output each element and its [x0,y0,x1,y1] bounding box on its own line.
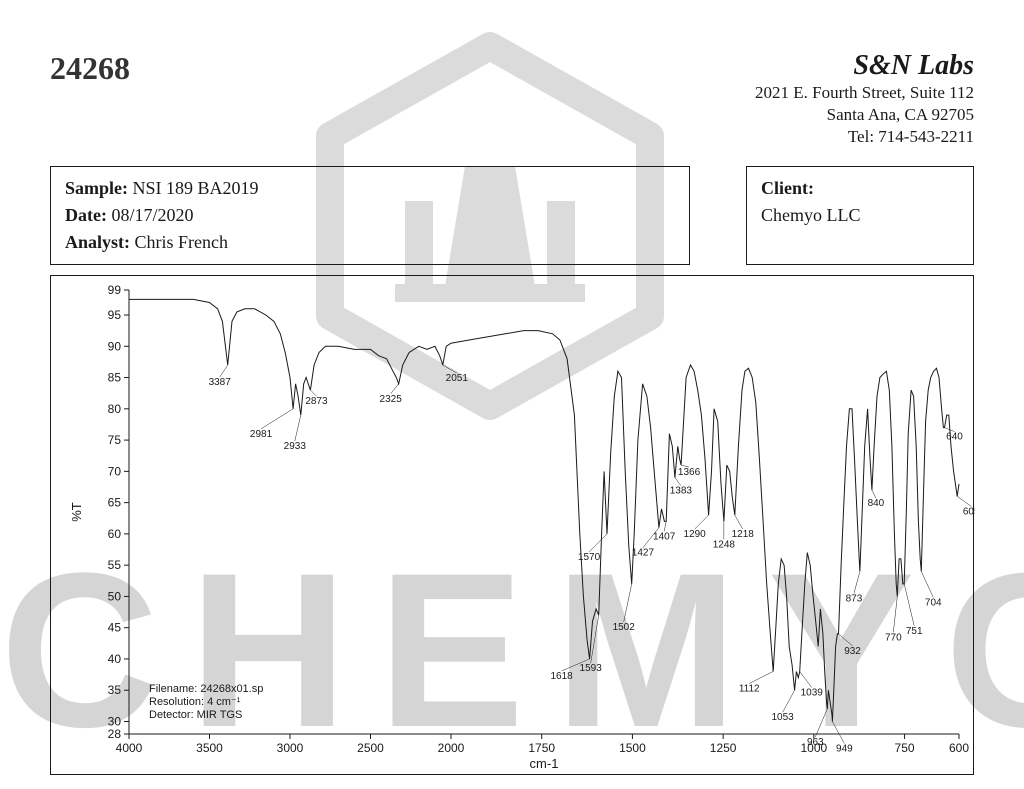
svg-text:2933: 2933 [284,441,307,452]
svg-text:2000: 2000 [438,741,465,755]
svg-text:1618: 1618 [550,671,573,682]
svg-text:1218: 1218 [732,529,755,540]
lab-addr2: Santa Ana, CA 92705 [755,104,974,126]
svg-text:40: 40 [108,652,122,666]
svg-text:50: 50 [108,590,122,604]
svg-text:1053: 1053 [772,713,795,724]
svg-text:1750: 1750 [528,741,555,755]
page-root: CHEMYO 24268 S&N Labs 2021 E. Fourth Str… [0,0,1024,789]
svg-text:75: 75 [108,433,122,447]
svg-text:1427: 1427 [632,548,655,559]
svg-text:750: 750 [895,741,915,755]
svg-text:85: 85 [108,371,122,385]
svg-text:55: 55 [108,558,122,572]
svg-text:4000: 4000 [116,741,143,755]
svg-text:60: 60 [108,527,122,541]
sample-label: Sample: [65,178,128,198]
svg-text:1290: 1290 [684,529,707,540]
svg-text:1570: 1570 [578,552,601,563]
svg-text:751: 751 [906,626,923,637]
svg-text:Resolution: 4 cm⁻¹: Resolution: 4 cm⁻¹ [149,696,241,708]
analyst-value: Chris French [135,232,229,252]
svg-text:3387: 3387 [209,377,232,388]
svg-text:95: 95 [108,308,122,322]
date-value: 08/17/2020 [111,205,193,225]
svg-text:770: 770 [885,633,902,644]
svg-text:1593: 1593 [580,663,603,674]
svg-text:640: 640 [946,432,963,443]
svg-text:35: 35 [108,684,122,698]
lab-info-block: S&N Labs 2021 E. Fourth Street, Suite 11… [755,50,974,148]
client-box: Client: Chemyo LLC [746,166,974,265]
svg-text:%T: %T [69,502,84,522]
svg-text:2981: 2981 [250,429,273,440]
date-label: Date: [65,205,107,225]
svg-text:3500: 3500 [196,741,223,755]
svg-text:1112: 1112 [739,684,760,695]
client-label: Client: [761,175,959,202]
svg-text:1407: 1407 [653,532,676,543]
svg-text:99: 99 [108,283,122,297]
svg-text:1250: 1250 [710,741,737,755]
header-row: 24268 S&N Labs 2021 E. Fourth Street, Su… [50,50,974,148]
sample-box: Sample: NSI 189 BA2019 Date: 08/17/2020 … [50,166,690,265]
svg-text:65: 65 [108,496,122,510]
lab-tel: Tel: 714-543-2211 [755,126,974,148]
chart-svg: 9995908580757065605550454035302840003500… [51,276,975,776]
svg-text:90: 90 [108,340,122,354]
svg-text:45: 45 [108,621,122,635]
svg-text:600: 600 [949,741,969,755]
svg-text:70: 70 [108,465,122,479]
document-id: 24268 [50,50,130,87]
svg-text:cm-1: cm-1 [530,756,559,771]
svg-text:932: 932 [844,646,861,657]
svg-text:704: 704 [925,598,942,609]
svg-text:873: 873 [846,594,863,605]
svg-text:2500: 2500 [357,741,384,755]
svg-text:840: 840 [868,498,885,509]
info-row: Sample: NSI 189 BA2019 Date: 08/17/2020 … [50,166,974,265]
svg-text:28: 28 [108,727,122,741]
svg-text:1500: 1500 [619,741,646,755]
client-name: Chemyo LLC [761,202,959,229]
svg-text:2051: 2051 [446,373,469,384]
svg-text:2873: 2873 [305,396,328,407]
svg-text:963: 963 [807,737,824,748]
svg-text:Detector: MIR TGS: Detector: MIR TGS [149,709,242,721]
svg-text:1383: 1383 [670,486,693,497]
svg-text:605: 605 [963,507,975,518]
svg-text:Filename: 24268x01.sp: Filename: 24268x01.sp [149,683,263,695]
svg-text:2325: 2325 [380,394,403,405]
lab-addr1: 2021 E. Fourth Street, Suite 112 [755,82,974,104]
svg-text:1502: 1502 [613,622,636,633]
ir-spectrum-chart: 9995908580757065605550454035302840003500… [50,275,974,775]
svg-text:80: 80 [108,402,122,416]
svg-text:1366: 1366 [678,467,701,478]
sample-value: NSI 189 BA2019 [133,178,259,198]
svg-text:949: 949 [836,744,853,755]
lab-name: S&N Labs [755,50,974,82]
svg-text:1039: 1039 [801,688,824,699]
svg-text:3000: 3000 [277,741,304,755]
svg-text:1248: 1248 [713,540,736,551]
analyst-label: Analyst: [65,232,130,252]
